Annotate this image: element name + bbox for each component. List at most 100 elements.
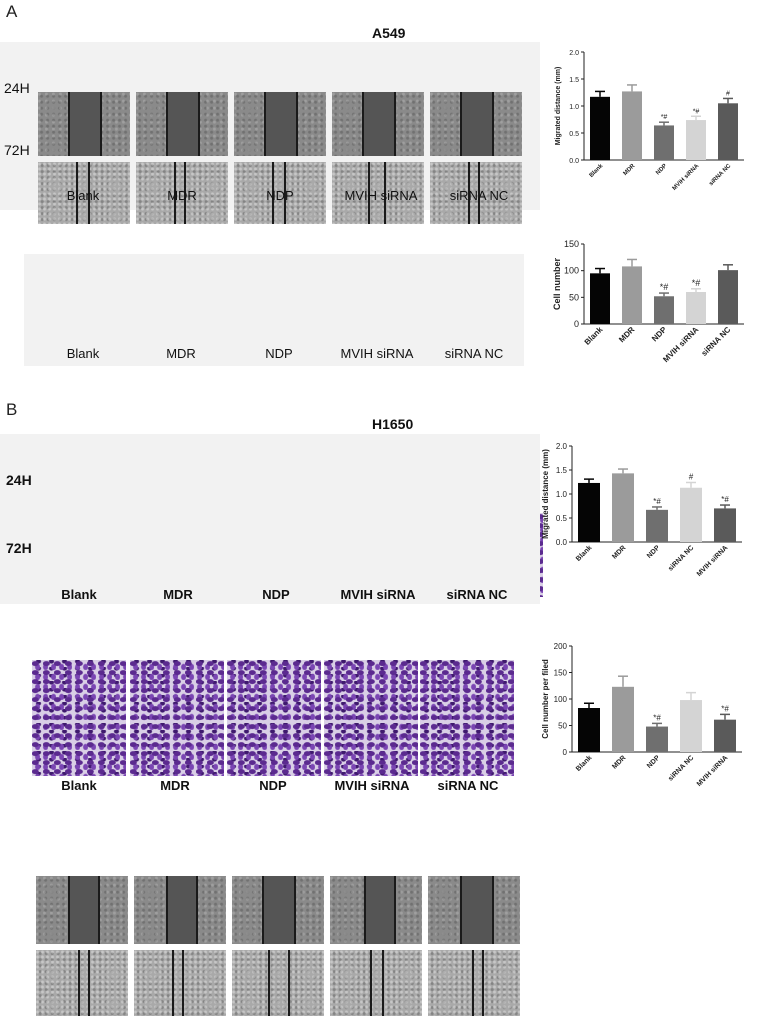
- x-tick-label: NDP: [650, 325, 669, 344]
- bar: [654, 125, 674, 160]
- cell-line-title-a: A549: [372, 25, 406, 41]
- wound-edge-line: [394, 876, 396, 944]
- wound-gap: [362, 92, 394, 156]
- x-tick-label: Blank: [575, 544, 594, 563]
- wound-image: [232, 876, 324, 944]
- x-tick-label: siRNA NC: [708, 163, 733, 188]
- x-tick-label: MVIH siRNA: [672, 163, 701, 192]
- col-label-sirna-nc: siRNA NC: [444, 346, 504, 361]
- significance-label: *#: [721, 495, 729, 504]
- wound-edge-line: [382, 950, 384, 1016]
- x-tick-label: siRNA NC: [700, 325, 733, 358]
- bar: [718, 103, 738, 160]
- x-tick-label: NDP: [655, 163, 668, 176]
- wound-gap: [460, 876, 492, 944]
- bar: [714, 508, 736, 542]
- y-tick-label: 1.0: [569, 104, 579, 111]
- bar: [646, 726, 668, 752]
- wound-edge-line: [88, 950, 90, 1016]
- y-tick-label: 0.0: [569, 158, 579, 165]
- significance-label: *#: [721, 704, 729, 713]
- y-tick-label: 0: [563, 748, 568, 757]
- wound-edge-line: [166, 92, 168, 156]
- significance-label: *#: [660, 282, 669, 292]
- y-axis-label: Cell number: [552, 258, 562, 311]
- wound-image: [232, 950, 324, 1016]
- wound-edge-line: [370, 950, 372, 1016]
- wound-edge-line: [364, 876, 366, 944]
- wound-edge-line: [472, 950, 474, 1016]
- wound-gap: [68, 92, 100, 156]
- col-label-sirna-nc: siRNA NC: [449, 188, 509, 203]
- x-tick-label: MDR: [617, 325, 636, 344]
- x-tick-label: MDR: [611, 754, 627, 770]
- wound-image: [136, 162, 228, 224]
- col-label-sirna-nc: siRNA NC: [437, 778, 499, 793]
- col-label-blank: Blank: [66, 188, 100, 203]
- y-tick-label: 50: [569, 292, 579, 302]
- transwell-image: [227, 660, 321, 776]
- wound-gap: [68, 876, 98, 944]
- row-label-24h: 24H: [6, 472, 32, 488]
- col-label-blank: Blank: [61, 587, 97, 602]
- wound-image: [38, 92, 130, 156]
- wound-image: [428, 950, 520, 1016]
- panel-letter-a: A: [6, 2, 18, 21]
- significance-label: *#: [661, 114, 668, 121]
- bar: [686, 120, 706, 160]
- wound-edge-line: [492, 92, 494, 156]
- col-label-sirna-nc: siRNA NC: [446, 587, 508, 602]
- wound-edge-line: [76, 162, 78, 224]
- col-label-mdr: MDR: [163, 587, 193, 602]
- wound-edge-line: [460, 876, 462, 944]
- significance-label: *#: [653, 713, 661, 722]
- col-label-mvih-sirna: MVIH siRNA: [340, 587, 416, 602]
- y-tick-label: 50: [558, 722, 567, 731]
- wound-image: [234, 162, 326, 224]
- wound-edge-line: [262, 876, 264, 944]
- wound-image: [38, 162, 130, 224]
- x-tick-label: siRNA NC: [667, 544, 695, 572]
- y-tick-label: 100: [564, 266, 579, 276]
- wound-gap: [262, 876, 294, 944]
- wound-gap: [460, 92, 492, 156]
- y-tick-label: 100: [554, 695, 568, 704]
- cell-line-title-b: H1650: [372, 416, 414, 432]
- y-axis-label: Cell number per filed: [541, 659, 550, 739]
- significance-label: *#: [653, 497, 661, 506]
- wound-image: [134, 876, 226, 944]
- wound-image: [428, 876, 520, 944]
- bar: [612, 473, 634, 542]
- wound-image: [430, 162, 522, 224]
- x-tick-label: Blank: [575, 754, 594, 773]
- col-label-blank: Blank: [61, 778, 97, 793]
- wound-gap: [264, 92, 296, 156]
- wound-edge-line: [368, 162, 370, 224]
- wound-image: [136, 92, 228, 156]
- wound-edge-line: [174, 162, 176, 224]
- wound-image: [234, 92, 326, 156]
- col-label-ndp: NDP: [259, 778, 287, 793]
- wound-edge-line: [296, 92, 298, 156]
- y-tick-label: 2.0: [569, 50, 579, 57]
- wound-edge-line: [478, 162, 480, 224]
- wound-edge-line: [172, 950, 174, 1016]
- col-label-mdr: MDR: [166, 346, 196, 361]
- y-tick-label: 200: [554, 642, 568, 651]
- y-tick-label: 2.0: [556, 442, 568, 451]
- x-tick-label: NDP: [646, 754, 662, 770]
- col-label-mvih-sirna: MVIH siRNA: [340, 346, 414, 361]
- col-label-ndp: NDP: [262, 587, 290, 602]
- panel-letter-b: B: [6, 400, 18, 419]
- y-tick-label: 1.0: [556, 490, 568, 499]
- transwell-image: [32, 660, 126, 776]
- wound-edge-line: [100, 92, 102, 156]
- x-tick-label: Blank: [583, 325, 605, 347]
- wound-edge-line: [272, 162, 274, 224]
- x-tick-label: siRNA NC: [667, 754, 695, 782]
- bar: [718, 270, 738, 324]
- transwell-image: [130, 660, 224, 776]
- x-tick-label: MDR: [611, 544, 627, 560]
- bar: [714, 719, 736, 752]
